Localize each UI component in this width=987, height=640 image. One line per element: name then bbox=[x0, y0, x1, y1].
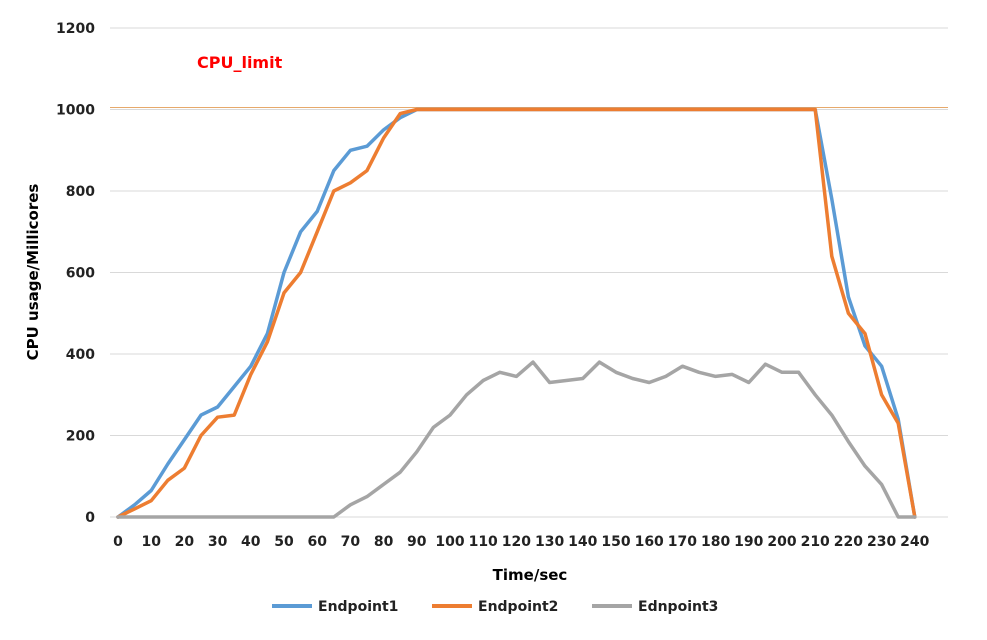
x-tick-label: 110 bbox=[469, 534, 498, 550]
x-axis-title: Time/sec bbox=[493, 566, 568, 584]
x-tick-label: 120 bbox=[502, 534, 531, 550]
y-tick-label: 600 bbox=[66, 266, 95, 282]
y-tick-label: 1200 bbox=[56, 21, 95, 37]
y-tick-label: 800 bbox=[66, 184, 95, 200]
legend-label-ednpoint3: Ednpoint3 bbox=[638, 599, 718, 615]
x-tick-label: 210 bbox=[801, 534, 830, 550]
x-tick-label: 50 bbox=[274, 534, 294, 550]
x-axis-ticks: 0 10 20 30 40 50 60 70 80 90 100 110 120 130 140 150 160… bbox=[113, 534, 930, 550]
x-tick-label: 170 bbox=[668, 534, 697, 550]
x-tick-label: 60 bbox=[307, 534, 327, 550]
x-tick-label: 100 bbox=[435, 534, 464, 550]
cpu-limit-label: CPU_limit bbox=[197, 53, 283, 72]
y-tick-label: 0 bbox=[85, 510, 95, 526]
x-tick-label: 190 bbox=[734, 534, 763, 550]
x-tick-label: 160 bbox=[635, 534, 664, 550]
x-tick-label: 240 bbox=[900, 534, 929, 550]
x-tick-label: 80 bbox=[374, 534, 394, 550]
x-tick-label: 30 bbox=[208, 534, 228, 550]
x-tick-label: 40 bbox=[241, 534, 261, 550]
x-tick-label: 130 bbox=[535, 534, 564, 550]
y-axis-ticks: 0 200 400 600 800 1000 1200 bbox=[56, 21, 95, 526]
legend: Endpoint1 Endpoint2 Ednpoint3 bbox=[272, 599, 718, 615]
y-tick-label: 1000 bbox=[56, 103, 95, 119]
series-line-endpoint1 bbox=[116, 107, 917, 519]
legend-label-endpoint1: Endpoint1 bbox=[318, 599, 398, 615]
x-tick-label: 220 bbox=[834, 534, 863, 550]
series-line-ednpoint3 bbox=[116, 360, 917, 519]
x-tick-label: 230 bbox=[867, 534, 896, 550]
series-line-endpoint2 bbox=[116, 107, 917, 519]
x-tick-label: 200 bbox=[767, 534, 796, 550]
y-axis-title: CPU usage/Millicores bbox=[24, 184, 42, 361]
x-tick-label: 150 bbox=[601, 534, 630, 550]
series-lines bbox=[116, 107, 917, 519]
legend-label-endpoint2: Endpoint2 bbox=[478, 599, 558, 615]
x-tick-label: 70 bbox=[341, 534, 361, 550]
y-tick-label: 400 bbox=[66, 347, 95, 363]
x-tick-label: 20 bbox=[175, 534, 195, 550]
x-tick-label: 10 bbox=[141, 534, 161, 550]
grid-lines bbox=[110, 27, 948, 518]
x-tick-label: 90 bbox=[407, 534, 427, 550]
x-tick-label: 0 bbox=[113, 534, 123, 550]
x-tick-label: 180 bbox=[701, 534, 730, 550]
x-tick-label: 140 bbox=[568, 534, 597, 550]
y-tick-label: 200 bbox=[66, 429, 95, 445]
